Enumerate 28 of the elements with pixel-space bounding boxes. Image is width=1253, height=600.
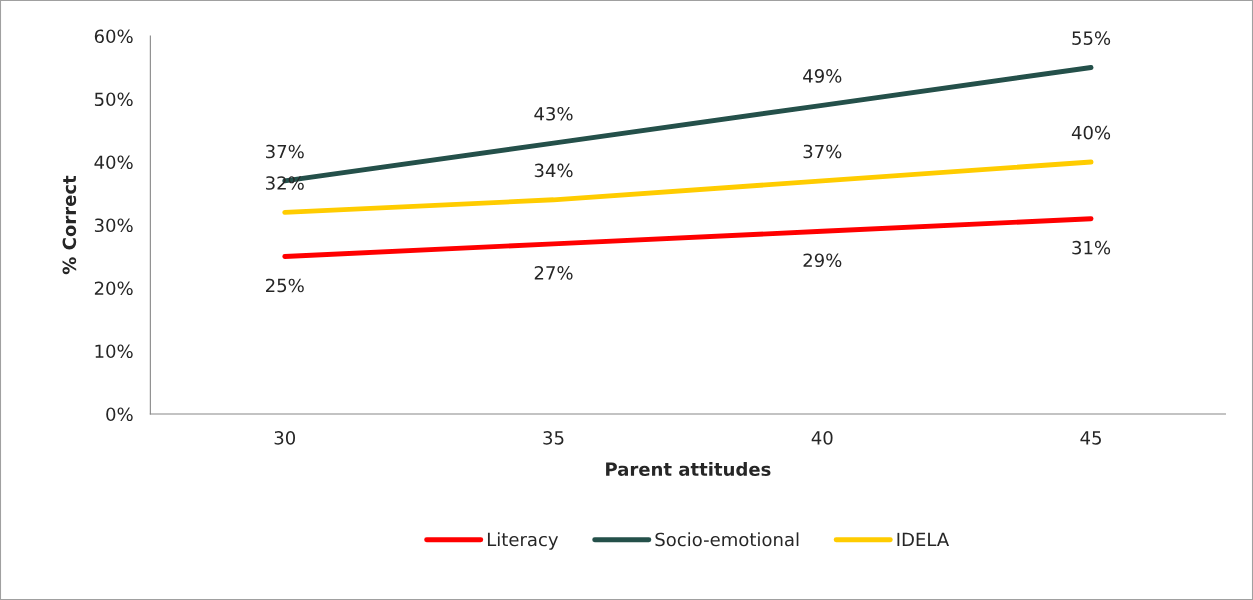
data-label: 34% [534,163,573,178]
y-tick-label: 50% [94,92,133,107]
data-label: 29% [803,253,842,268]
x-tick-label: 30 [274,430,296,445]
y-tick-label: 40% [94,155,133,170]
y-tick-label: 60% [94,29,133,44]
y-tick-label: 30% [94,218,133,233]
data-label: 40% [1071,125,1111,140]
y-axis-title: % Correct [62,175,77,275]
x-tick-label: 45 [1080,431,1101,445]
legend-label: Socio-emotional [655,532,799,547]
y-tick-label: 0% [106,407,133,422]
legend-label: Literacy [487,532,559,550]
data-label: 37% [803,144,842,159]
x-tick-label: 35 [543,430,564,445]
data-label: 55% [1072,31,1111,45]
data-label: 32% [266,176,304,190]
data-label: 37% [266,144,304,159]
legend-label: IDELA [897,532,950,547]
y-tick-label: 10% [95,344,133,359]
data-label: 31% [1072,240,1111,255]
data-label: 25% [266,278,304,293]
x-axis-title: Parent attitudes [606,462,771,477]
x-tick-label: 40 [811,430,833,445]
y-tick-label: 20% [94,281,133,296]
data-label: 43% [534,106,573,121]
data-label: 27% [534,266,573,280]
data-label: 49% [803,69,842,83]
